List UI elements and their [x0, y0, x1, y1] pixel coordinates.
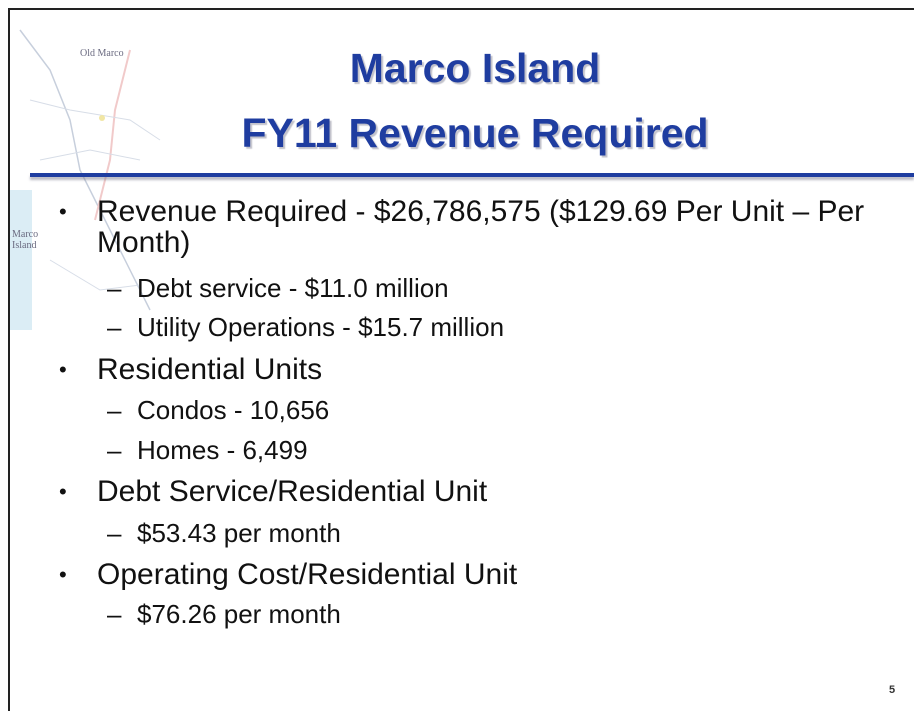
sub-bullet: $53.43 per month [107, 518, 341, 548]
sub-bullet: Condos - 10,656 [107, 395, 329, 425]
bullet: Revenue Required - $26,786,575 ($129.69 … [59, 196, 877, 258]
bullet: Operating Cost/Residential Unit [59, 559, 897, 590]
title: Marco Island [349, 45, 601, 91]
sub-bullet: Homes - 6,499 [107, 435, 307, 465]
frame [8, 8, 914, 10]
map-label: Marco [12, 229, 39, 240]
page-number: 5 [889, 684, 896, 696]
sub-bullet: Utility Operations - $15.7 million [107, 312, 504, 342]
map-label: Island [12, 240, 37, 251]
map-label: Old Marco [80, 48, 124, 59]
title-rule [30, 173, 914, 177]
sub-bullet: $76.26 per month [107, 599, 341, 629]
bullet: Debt Service/Residential Unit [59, 476, 897, 507]
sub-bullet: Debt service - $11.0 million [107, 273, 449, 303]
frame [8, 8, 10, 711]
bullet: Residential Units [59, 354, 897, 385]
title: FY11 Revenue Required [241, 110, 709, 156]
